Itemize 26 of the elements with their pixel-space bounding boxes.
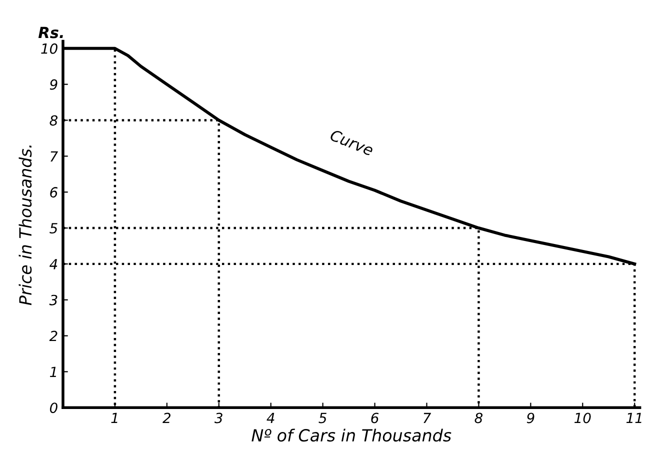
y-tick-label: 4 bbox=[50, 259, 58, 270]
y-tick-label: 5 bbox=[50, 223, 58, 234]
annotation: Curve bbox=[329, 129, 374, 156]
x-tick-label: 5 bbox=[318, 412, 326, 424]
x-tick-label: 3 bbox=[214, 412, 222, 424]
y-tick-label: 2 bbox=[49, 330, 58, 342]
x-tick-label: 2 bbox=[162, 412, 170, 424]
x-tick-label: 11 bbox=[626, 412, 642, 424]
text: Rs. bbox=[38, 26, 63, 38]
y-axis-title: Price in Thousands. bbox=[18, 146, 32, 306]
x-tick-label: 1 bbox=[111, 412, 118, 424]
x-tick-label: 10 bbox=[574, 412, 591, 424]
x-tick-label: 7 bbox=[424, 412, 432, 424]
y-tick-label: 10 bbox=[41, 43, 58, 54]
y-tick-label: 1 bbox=[50, 366, 56, 377]
x-tick-label: 9 bbox=[526, 412, 534, 424]
y-tick-label: 6 bbox=[50, 187, 58, 198]
x-tick-label: 4 bbox=[266, 412, 274, 424]
y-tick-label: 9 bbox=[50, 79, 58, 90]
y-tick-label: 8 bbox=[50, 115, 58, 126]
y-tick-label: 7 bbox=[50, 151, 58, 162]
x-tick-label: 6 bbox=[371, 412, 379, 424]
y-tick-label: 3 bbox=[49, 294, 58, 306]
x-tick-label: 8 bbox=[474, 412, 483, 424]
x-axis-title: Nº of Cars in Thousands bbox=[252, 428, 452, 442]
y-tick-label: 0 bbox=[50, 402, 58, 414]
